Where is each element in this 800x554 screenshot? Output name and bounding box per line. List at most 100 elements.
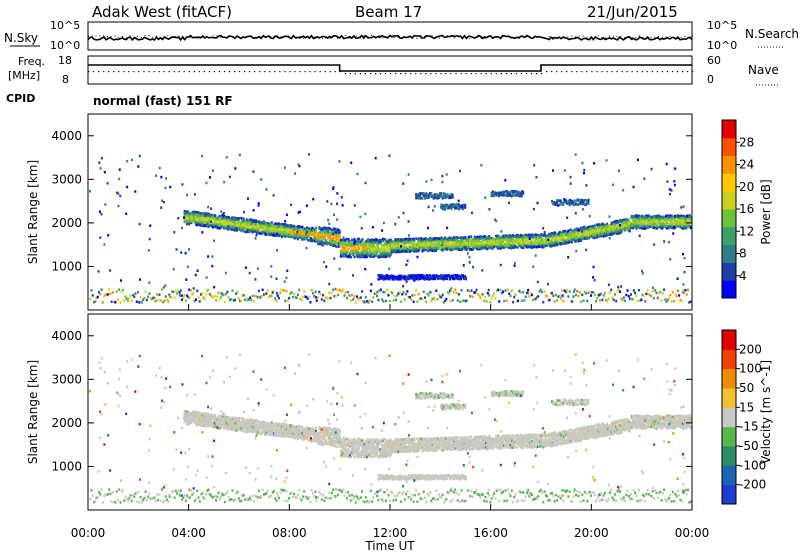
nave-dot <box>686 71 689 73</box>
power-cell <box>279 230 282 234</box>
power-cell <box>559 199 562 202</box>
power-cell <box>237 217 240 220</box>
power-cell <box>298 225 301 228</box>
power-cell <box>209 224 212 228</box>
power-cell <box>312 197 315 201</box>
power-cell <box>339 240 342 244</box>
power-cell <box>318 241 321 244</box>
power-cell <box>318 235 321 238</box>
power-cell <box>281 232 284 236</box>
nsearch-dot <box>340 35 342 37</box>
nsearch-dot <box>552 36 554 38</box>
power-cell <box>245 228 248 232</box>
power-cell <box>448 277 451 281</box>
power-cell <box>198 215 201 218</box>
power-cell <box>334 233 337 236</box>
date-label: 21/Jun/2015 <box>587 3 678 21</box>
power-cell <box>291 225 294 229</box>
nsearch-dot <box>148 35 150 37</box>
nsearch-dot <box>654 36 656 38</box>
power-cell <box>324 227 327 231</box>
power-cell <box>236 223 239 226</box>
power-cell <box>655 226 658 230</box>
power-cell <box>350 244 353 248</box>
power-cell <box>418 249 421 252</box>
nave-dot <box>390 73 392 75</box>
power-cell <box>270 223 273 227</box>
power-cell <box>236 217 239 220</box>
power-cell <box>321 241 324 244</box>
nave-dot <box>510 73 512 75</box>
nsearch-dot <box>99 35 101 37</box>
nsearch-dot <box>390 35 391 37</box>
power-cell <box>574 240 577 243</box>
nsearch-dot <box>416 37 418 39</box>
nsearch-dot <box>620 35 622 37</box>
power-cell <box>125 212 128 216</box>
power-cell <box>275 226 278 229</box>
power-cell <box>223 214 226 218</box>
power-cell <box>341 253 344 257</box>
power-cell <box>252 227 255 230</box>
power-cell <box>336 241 339 245</box>
power-cell <box>344 253 347 256</box>
nsky-tick-top: 10^5 <box>50 19 80 32</box>
power-cell <box>214 225 217 229</box>
nsearch-dot <box>322 37 324 39</box>
nave-dot <box>153 71 155 73</box>
power-cell <box>331 244 334 247</box>
power-cell <box>243 219 246 223</box>
nave-dot <box>626 71 628 73</box>
nave-dot <box>239 71 241 73</box>
power-cell <box>324 231 327 234</box>
nsearch-dot <box>216 35 218 37</box>
nave-dot <box>661 71 663 73</box>
power-cell <box>201 224 204 228</box>
power-cell <box>311 228 314 232</box>
nsearch-dot <box>265 36 267 38</box>
nsky-label: N.Sky <box>4 31 38 45</box>
power-cell <box>319 230 322 234</box>
power-cell <box>215 220 218 223</box>
nsearch-dot <box>378 35 380 37</box>
power-cell <box>329 227 332 231</box>
nsearch-dot <box>574 36 576 38</box>
power-cell <box>194 215 197 218</box>
power-cell <box>309 232 312 235</box>
nave-dot <box>576 71 578 73</box>
power-cell <box>316 236 319 239</box>
power-cell <box>190 219 193 223</box>
power-cell <box>331 230 334 234</box>
power-cell <box>241 226 244 229</box>
nsearch-dot <box>208 37 210 39</box>
power-cell <box>227 222 230 225</box>
power-cell <box>569 228 572 232</box>
nave-dot <box>445 73 447 75</box>
power-cell <box>270 221 273 224</box>
power-cell <box>317 236 320 239</box>
power-cell <box>351 244 354 247</box>
power-cell <box>337 238 340 241</box>
nave-dot <box>349 73 351 75</box>
power-cell <box>342 241 345 245</box>
power-cell <box>320 226 323 230</box>
nave-dot <box>188 71 190 73</box>
power-cell <box>303 237 306 241</box>
nsearch-dot <box>137 35 139 37</box>
power-cell <box>346 237 349 241</box>
power-cell <box>256 231 259 235</box>
power-cell <box>191 214 194 217</box>
power-cell <box>423 246 426 249</box>
power-cell <box>257 228 260 231</box>
nave-dot <box>329 71 331 73</box>
nsearch-dot <box>559 37 561 39</box>
power-cell <box>343 241 346 245</box>
nsearch-dot <box>186 37 188 39</box>
power-cell <box>245 218 248 221</box>
nsearch-dot <box>692 35 693 37</box>
power-cell <box>284 232 287 235</box>
nave-dot <box>269 71 271 73</box>
power-cell <box>235 224 238 227</box>
power-cell <box>343 252 346 256</box>
nave-dot <box>203 71 205 73</box>
